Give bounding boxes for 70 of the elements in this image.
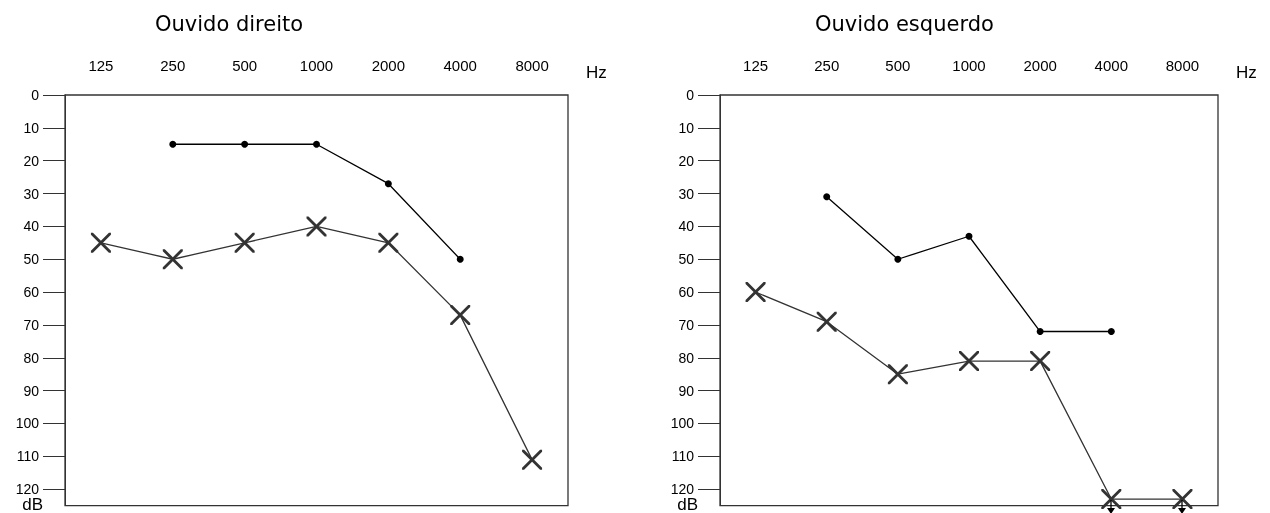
y-tick-label: 80 — [23, 349, 40, 366]
y-tick-label: 110 — [671, 448, 695, 465]
x-tick-label: 8000 — [1165, 57, 1200, 74]
y-tick-label: 30 — [23, 185, 40, 202]
x-tick-label: 250 — [814, 57, 840, 74]
y-tick-label: 90 — [678, 382, 695, 399]
x-tick-label: 250 — [160, 57, 186, 74]
point — [384, 180, 392, 188]
y-tick-label: 50 — [678, 251, 695, 268]
y-tick-label: 100 — [670, 415, 695, 432]
x-axis-title: Hz — [1236, 63, 1257, 82]
y-tick-label: 20 — [678, 152, 695, 169]
y-tick-label: 110 — [16, 448, 40, 465]
chart-title: Ouvido esquerdo — [815, 11, 994, 36]
y-tick-label: 60 — [23, 284, 40, 301]
y-tick-label: 10 — [23, 119, 40, 136]
y-tick-label: 60 — [678, 284, 695, 301]
point — [522, 449, 543, 470]
point — [162, 249, 183, 270]
y-tick-label: 40 — [23, 218, 40, 235]
point — [313, 140, 320, 148]
point — [1030, 351, 1051, 372]
point — [887, 364, 908, 385]
point — [965, 232, 973, 240]
point — [234, 232, 255, 253]
y-tick-label: 30 — [678, 185, 695, 202]
point — [306, 216, 327, 237]
point — [169, 140, 177, 148]
point — [456, 255, 464, 263]
y-tick-label: 80 — [678, 349, 695, 366]
point — [816, 311, 837, 332]
y-tick-label: 70 — [678, 316, 695, 333]
x-tick-label: 500 — [885, 57, 911, 74]
point — [1036, 328, 1044, 336]
point — [894, 255, 902, 263]
y-tick-label: 70 — [23, 316, 40, 333]
y-axis-title: dB — [22, 495, 43, 513]
x-tick-label: 500 — [232, 57, 258, 74]
y-tick-label: 90 — [23, 382, 40, 399]
x-tick-label: 4000 — [443, 57, 477, 74]
x-axis-title: Hz — [586, 63, 607, 82]
point — [745, 282, 766, 303]
y-tick-label: 0 — [686, 87, 695, 103]
y-tick-label: 40 — [678, 218, 695, 235]
point — [90, 232, 111, 253]
x-tick-label: 2000 — [371, 57, 406, 74]
point — [1107, 328, 1115, 336]
chart-title: Ouvido direito — [155, 11, 304, 36]
point — [241, 140, 249, 148]
x-tick-label: 1000 — [299, 57, 334, 74]
y-tick-label: 100 — [15, 415, 40, 432]
y-tick-label: 20 — [23, 152, 40, 169]
x-tick-label: 1000 — [952, 57, 986, 74]
x-tick-label: 4000 — [1094, 57, 1128, 74]
y-tick-label: 10 — [678, 119, 695, 136]
y-axis-title: dB — [677, 495, 698, 513]
x-tick-label: 2000 — [1023, 57, 1057, 74]
point — [823, 193, 831, 201]
point — [450, 305, 471, 326]
point — [378, 232, 399, 253]
y-tick-label: 50 — [23, 251, 40, 268]
x-tick-label: 125 — [743, 57, 769, 74]
x-tick-label: 8000 — [515, 57, 549, 74]
point — [959, 351, 979, 372]
y-tick-label: 0 — [31, 87, 40, 103]
point — [1101, 489, 1122, 510]
x-tick-label: 125 — [88, 57, 114, 74]
point — [1172, 489, 1193, 510]
y-tick-label: 120 — [15, 481, 40, 498]
y-tick-label: 120 — [670, 481, 695, 498]
